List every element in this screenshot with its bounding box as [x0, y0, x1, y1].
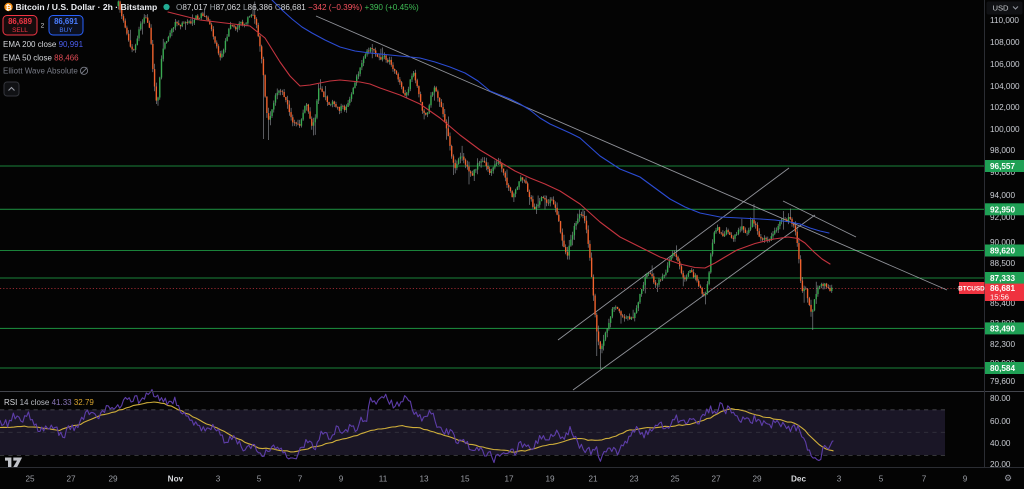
svg-text:9: 9 [339, 475, 344, 484]
svg-text:29: 29 [108, 475, 118, 484]
svg-text:104,000: 104,000 [990, 82, 1020, 91]
svg-text:92,000: 92,000 [990, 213, 1015, 222]
svg-text:Dec: Dec [791, 475, 806, 484]
svg-text:7: 7 [922, 475, 927, 484]
svg-text:92,950: 92,950 [990, 205, 1015, 214]
svg-text:27: 27 [711, 475, 721, 484]
svg-text:94,000: 94,000 [990, 191, 1015, 200]
svg-text:86,691: 86,691 [54, 17, 79, 26]
svg-text:19: 19 [545, 475, 555, 484]
svg-text:96,000: 96,000 [990, 168, 1015, 177]
svg-text:79,600: 79,600 [990, 377, 1015, 386]
svg-text:EMA 50 close 88,466: EMA 50 close 88,466 [3, 54, 79, 63]
svg-text:80.00: 80.00 [990, 394, 1011, 403]
svg-text:⚙: ⚙ [1004, 473, 1012, 483]
svg-text:90,000: 90,000 [990, 238, 1015, 247]
svg-text:25: 25 [25, 475, 35, 484]
svg-text:83,490: 83,490 [990, 324, 1015, 333]
svg-text:86,681: 86,681 [990, 284, 1015, 293]
svg-text:96,557: 96,557 [990, 162, 1015, 171]
svg-text:23: 23 [629, 475, 639, 484]
svg-text:3: 3 [837, 475, 842, 484]
svg-text:13: 13 [419, 475, 429, 484]
svg-text:88,500: 88,500 [990, 259, 1015, 268]
svg-text:85,400: 85,400 [990, 299, 1015, 308]
svg-text:108,000: 108,000 [990, 38, 1020, 47]
svg-text:9: 9 [963, 475, 968, 484]
svg-text:60.00: 60.00 [990, 417, 1011, 426]
svg-text:BTCUSD: BTCUSD [958, 286, 985, 293]
svg-text:15:56: 15:56 [990, 292, 1009, 301]
svg-text:O87,017 H87,062 L86,386 C86,68: O87,017 H87,062 L86,386 C86,681 −342 (−0… [176, 3, 419, 12]
svg-text:82,300: 82,300 [990, 340, 1015, 349]
svg-text:11: 11 [379, 475, 388, 484]
svg-text:SELL: SELL [12, 27, 28, 34]
svg-text:25: 25 [670, 475, 680, 484]
svg-text:27: 27 [66, 475, 76, 484]
svg-text:RSI 14 close 41.33 32.79: RSI 14 close 41.33 32.79 [4, 398, 94, 407]
svg-text:87,333: 87,333 [990, 274, 1015, 283]
svg-text:86,689: 86,689 [8, 17, 33, 26]
svg-text:110,000: 110,000 [990, 16, 1019, 25]
svg-text:17: 17 [504, 475, 514, 484]
svg-text:₿: ₿ [5, 3, 11, 12]
svg-text:29: 29 [752, 475, 762, 484]
svg-text:98,000: 98,000 [990, 146, 1015, 155]
svg-text:100,000: 100,000 [990, 125, 1020, 134]
svg-text:21: 21 [588, 475, 598, 484]
svg-text:80,584: 80,584 [990, 364, 1015, 373]
svg-text:40.00: 40.00 [990, 439, 1011, 448]
svg-text:5: 5 [879, 475, 884, 484]
svg-text:Bitcoin / U.S. Dollar · 2h · B: Bitcoin / U.S. Dollar · 2h · Bitstamp [16, 2, 158, 12]
svg-text:89,620: 89,620 [990, 247, 1015, 256]
svg-text:15: 15 [460, 475, 470, 484]
svg-text:EMA 200 close 90,991: EMA 200 close 90,991 [3, 40, 84, 49]
svg-text:3: 3 [216, 475, 221, 484]
svg-text:5: 5 [257, 475, 262, 484]
svg-text:106,000: 106,000 [990, 60, 1020, 69]
svg-text:7: 7 [298, 475, 303, 484]
svg-text:Nov: Nov [168, 475, 184, 484]
svg-text:102,000: 102,000 [990, 103, 1020, 112]
svg-text:BUY: BUY [59, 27, 73, 34]
svg-text:20.00: 20.00 [990, 460, 1011, 469]
svg-text:Elliott Wave Absolute: Elliott Wave Absolute [3, 67, 78, 76]
svg-text:USD: USD [993, 4, 1010, 13]
svg-text:2: 2 [41, 23, 45, 30]
